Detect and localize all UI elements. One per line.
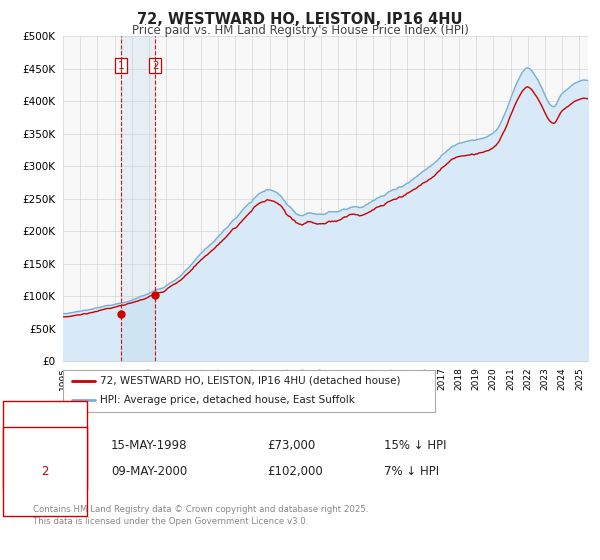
Text: 15% ↓ HPI: 15% ↓ HPI — [384, 438, 446, 452]
Text: 7% ↓ HPI: 7% ↓ HPI — [384, 465, 439, 478]
Text: 1: 1 — [41, 438, 49, 452]
Text: 1: 1 — [118, 60, 124, 71]
Text: £73,000: £73,000 — [267, 438, 315, 452]
FancyBboxPatch shape — [63, 370, 435, 412]
Text: 2: 2 — [41, 465, 49, 478]
Text: Price paid vs. HM Land Registry's House Price Index (HPI): Price paid vs. HM Land Registry's House … — [131, 24, 469, 37]
Text: 09-MAY-2000: 09-MAY-2000 — [111, 465, 187, 478]
Text: 15-MAY-1998: 15-MAY-1998 — [111, 438, 187, 452]
Text: £102,000: £102,000 — [267, 465, 323, 478]
Text: 72, WESTWARD HO, LEISTON, IP16 4HU (detached house): 72, WESTWARD HO, LEISTON, IP16 4HU (deta… — [100, 376, 401, 386]
Bar — [121, 36, 155, 361]
Text: HPI: Average price, detached house, East Suffolk: HPI: Average price, detached house, East… — [100, 395, 355, 405]
Text: Contains HM Land Registry data © Crown copyright and database right 2025.
This d: Contains HM Land Registry data © Crown c… — [33, 505, 368, 526]
Text: 2: 2 — [152, 60, 158, 71]
Text: 72, WESTWARD HO, LEISTON, IP16 4HU: 72, WESTWARD HO, LEISTON, IP16 4HU — [137, 12, 463, 27]
